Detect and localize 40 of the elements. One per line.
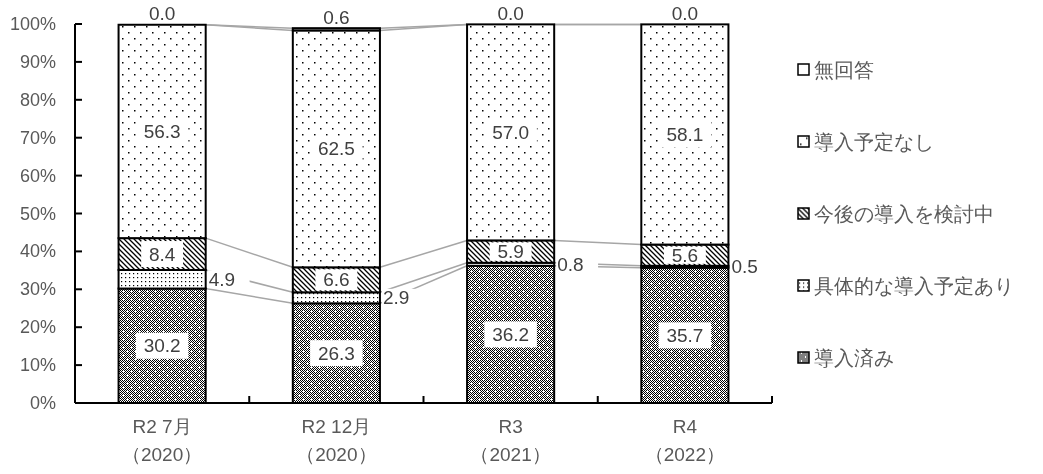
y-tick-label: 10% bbox=[19, 355, 56, 376]
data-label: 0.0 bbox=[497, 2, 524, 24]
y-tick-label: 70% bbox=[19, 127, 56, 148]
legend-label: 導入予定なし bbox=[814, 130, 934, 153]
data-label: 30.2 bbox=[143, 335, 181, 357]
data-label: 8.4 bbox=[148, 243, 176, 265]
data-label: 58.1 bbox=[666, 123, 704, 145]
y-tick-label: 80% bbox=[19, 89, 56, 110]
y-tick-label: 50% bbox=[19, 203, 56, 224]
y-tick-label: 20% bbox=[19, 317, 56, 338]
y-tick-label: 90% bbox=[19, 51, 56, 72]
data-label: 2.9 bbox=[382, 287, 410, 309]
legend-label: 無回答 bbox=[814, 58, 874, 81]
data-label: 35.7 bbox=[666, 324, 704, 346]
y-tick-label: 100% bbox=[9, 14, 56, 34]
legend-label: 具体的な導入予定あり bbox=[814, 274, 1014, 297]
data-label: 4.9 bbox=[208, 268, 236, 290]
data-label: 26.3 bbox=[317, 342, 355, 364]
y-tick-label: 0% bbox=[29, 393, 56, 413]
data-label: 0.8 bbox=[557, 253, 584, 275]
x-tick-label: R2 7月（2020） bbox=[121, 416, 203, 465]
data-label: 56.3 bbox=[143, 120, 181, 142]
x-tick-label: R4（2022） bbox=[644, 416, 726, 465]
data-label: 0.0 bbox=[148, 3, 176, 25]
legend-label: 今後の導入を検討中 bbox=[814, 202, 994, 225]
data-label: 36.2 bbox=[492, 323, 530, 345]
y-tick-label: 60% bbox=[19, 165, 56, 186]
data-label: 6.6 bbox=[323, 269, 350, 291]
data-label: 5.6 bbox=[671, 244, 699, 266]
data-label: 62.5 bbox=[317, 138, 355, 160]
data-label: 0.6 bbox=[323, 6, 350, 28]
legend-label: 導入済み bbox=[814, 346, 894, 369]
data-label: 57.0 bbox=[492, 121, 530, 143]
y-tick-label: 40% bbox=[19, 241, 56, 262]
x-tick-label: R2 12月（2020） bbox=[296, 416, 377, 465]
y-tick-label: 30% bbox=[19, 279, 56, 300]
data-label: 0.0 bbox=[671, 2, 699, 24]
data-label: 0.5 bbox=[731, 256, 758, 278]
x-tick-label: R3（2021） bbox=[470, 416, 551, 465]
data-label: 5.9 bbox=[497, 241, 524, 263]
